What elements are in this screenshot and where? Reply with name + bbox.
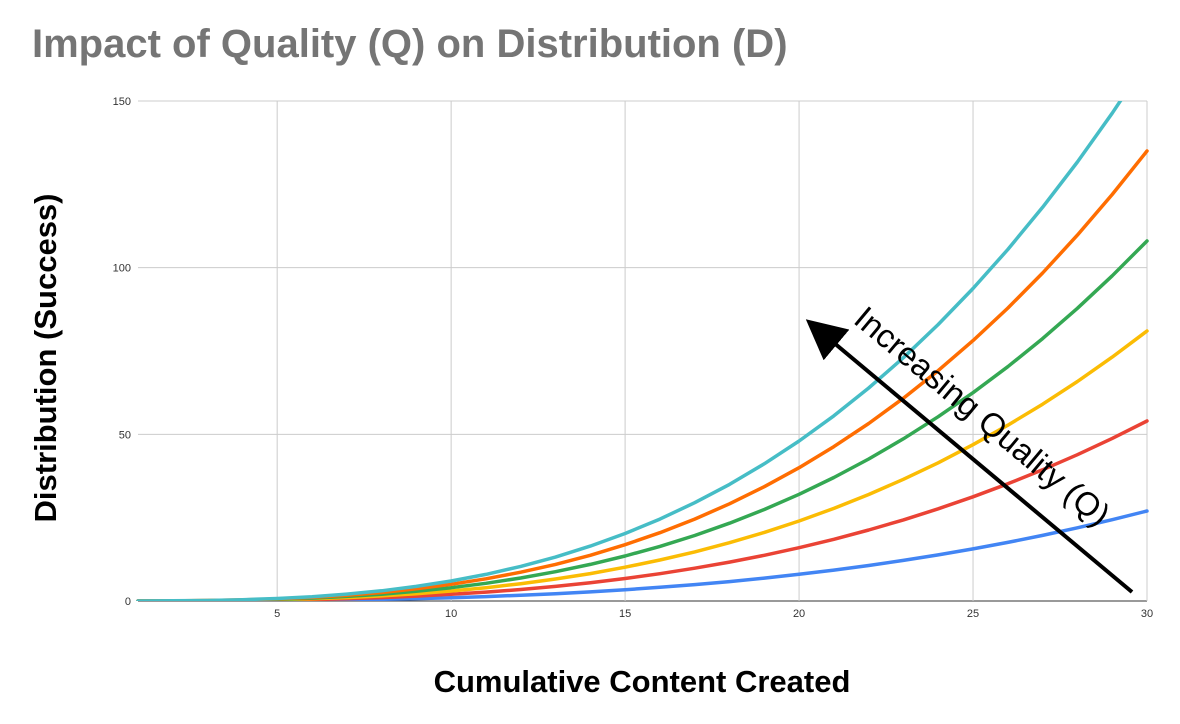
- x-axis-label: Cumulative Content Created: [433, 664, 851, 699]
- tick-labels: 0 50 100 150 5 10 15 20 25 30: [113, 96, 1153, 620]
- x-tick-label: 5: [274, 608, 280, 620]
- series-line-3: [136, 329, 1149, 601]
- x-tick-label: 20: [793, 608, 805, 620]
- y-tick-label: 100: [113, 263, 131, 275]
- x-tick-label: 25: [967, 608, 979, 620]
- chart-title: Impact of Quality (Q) on Distribution (D…: [32, 22, 788, 66]
- y-tick-label: 150: [113, 96, 131, 108]
- x-tick-label: 30: [1141, 608, 1153, 620]
- y-tick-label: 0: [125, 596, 131, 608]
- x-tick-label: 15: [619, 608, 631, 620]
- quality-arrow: [805, 319, 1134, 594]
- x-tick-label: 10: [445, 608, 457, 620]
- series-lines: [136, 101, 1149, 601]
- series-line-6: [136, 101, 1123, 601]
- y-tick-label: 50: [119, 429, 131, 441]
